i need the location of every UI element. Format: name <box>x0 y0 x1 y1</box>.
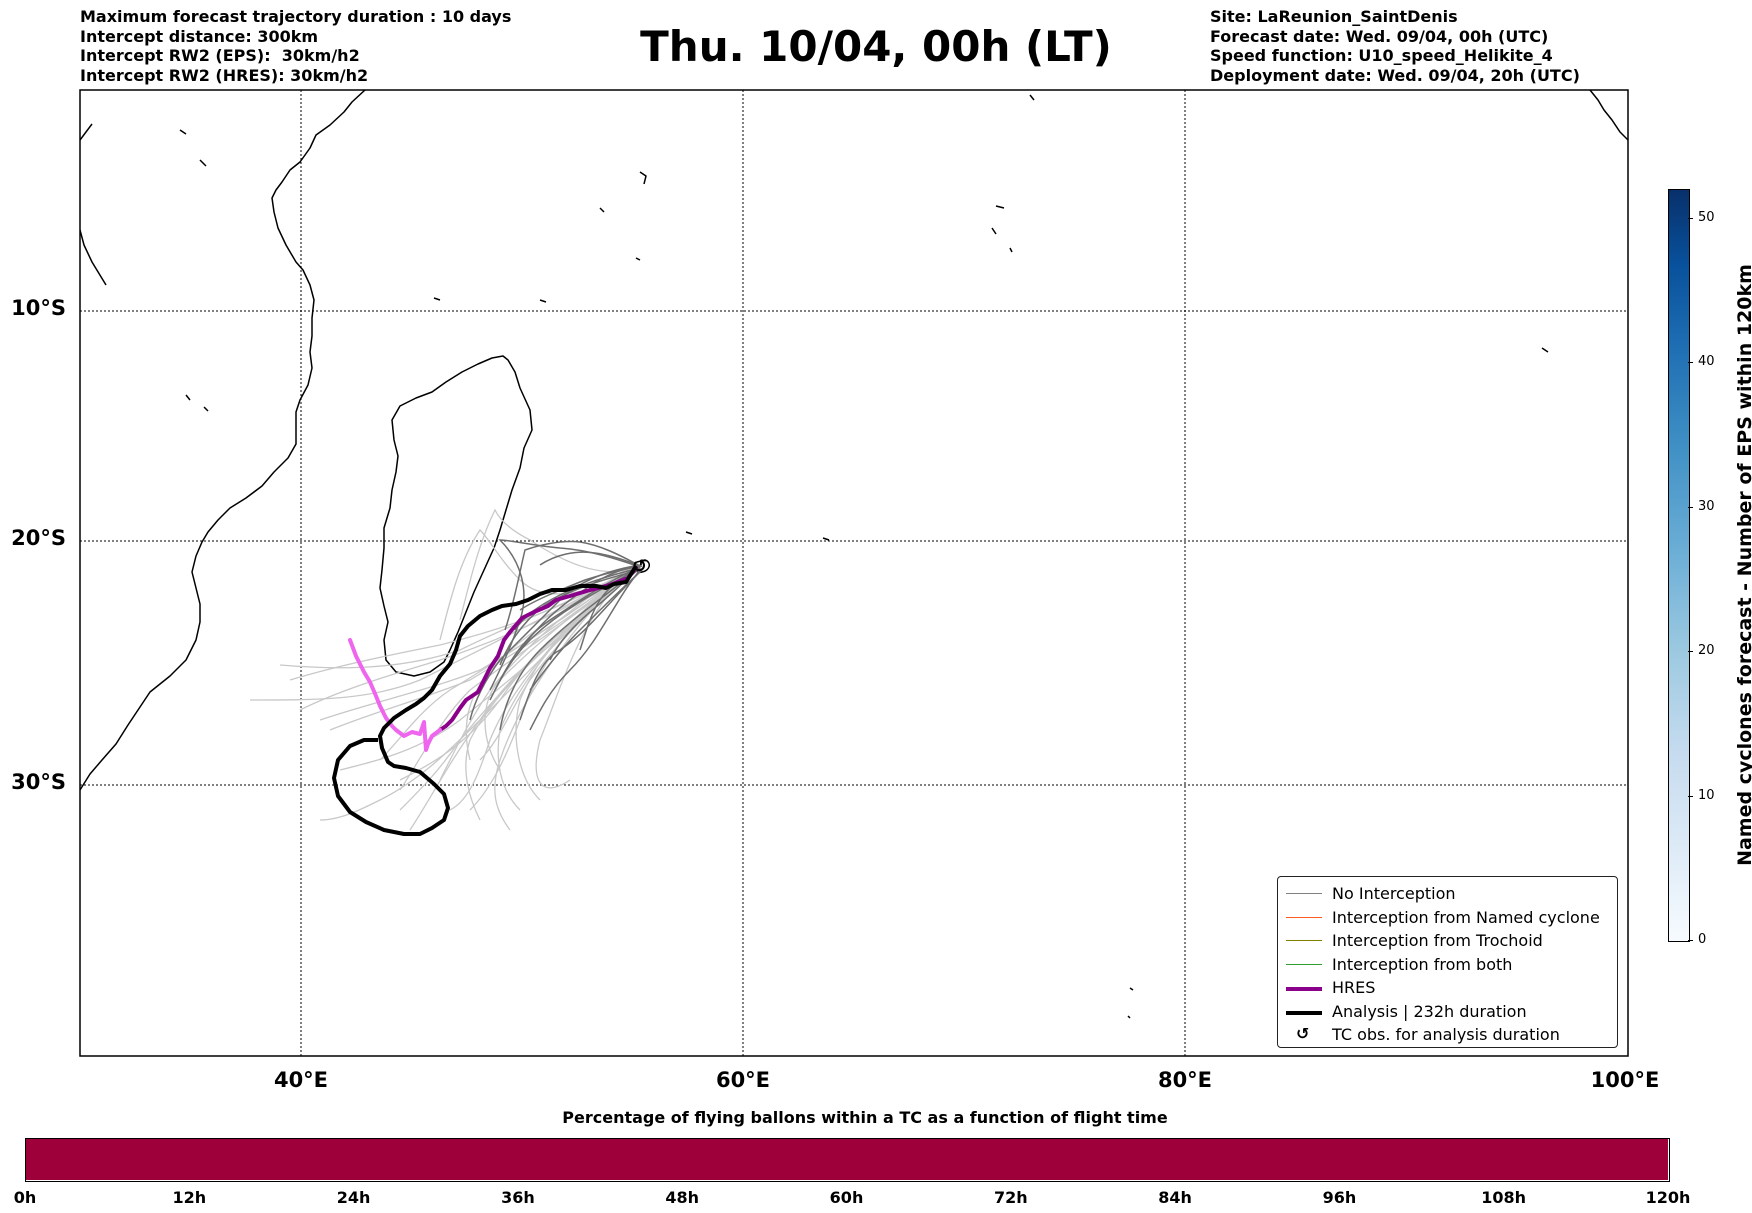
arabia-coast <box>80 123 107 286</box>
tc-obs-icon: ↺ <box>1296 1024 1310 1043</box>
lat-label-20s: 20°S <box>11 526 66 550</box>
legend-label: TC obs. for analysis duration <box>1332 1025 1560 1044</box>
info-line: Speed function: U10_speed_Helikite_4 <box>1210 46 1553 65</box>
seychelles <box>433 257 641 303</box>
legend-item-analysis: Analysis | 232h duration <box>1278 1001 1617 1023</box>
comoros <box>185 394 209 412</box>
cocos <box>1541 347 1549 353</box>
tc-obs-marker: ↺ <box>632 556 647 577</box>
timebar-tick-label: 12h <box>172 1188 207 1207</box>
saint-paul <box>1127 987 1134 1019</box>
lon-label-80e: 80°E <box>1157 1068 1213 1092</box>
lat-label-10s: 10°S <box>11 296 66 320</box>
info-line: Site: LaReunion_SaintDenis <box>1210 7 1458 26</box>
info-line: Forecast date: Wed. 09/04, 00h (UTC) <box>1210 26 1549 46</box>
legend-label: HRES <box>1332 978 1376 997</box>
lon-label-60e: 60°E <box>715 1068 771 1092</box>
timebar-title: Percentage of flying ballons within a TC… <box>562 1108 1168 1127</box>
timebar-tick-label: 120h <box>1645 1188 1691 1207</box>
timebar-tick-label: 108h <box>1481 1188 1527 1207</box>
legend-label: Analysis | 232h duration <box>1332 1001 1527 1021</box>
sumatra-corner <box>1589 90 1628 141</box>
colorbar <box>1668 189 1690 942</box>
info-line: Intercept RW2 (EPS): 30km/h2 <box>80 46 360 65</box>
legend-item-both: Interception from both <box>1278 954 1617 976</box>
coastlines <box>80 90 1628 1019</box>
timebar-tick-label: 96h <box>1322 1188 1357 1207</box>
info-line: Intercept RW2 (HRES): 30km/h2 <box>80 65 369 85</box>
legend-swatch <box>1286 963 1322 965</box>
africa-coastline <box>80 90 366 791</box>
lat-label-30s: 30°S <box>11 770 66 794</box>
chagos <box>991 205 1013 253</box>
somalia-islands <box>179 129 207 167</box>
analysis-trajectory <box>332 564 638 836</box>
legend-swatch <box>1286 893 1322 894</box>
legend-item-trochoid: Interception from Trochoid <box>1278 930 1617 952</box>
legend-swatch <box>1286 987 1322 991</box>
legend-item-tc-obs: ↺ TC obs. for analysis duration <box>1278 1024 1617 1046</box>
legend-label: No Interception <box>1332 884 1456 903</box>
legend-label: Interception from Trochoid <box>1332 931 1543 950</box>
info-line: Deployment date: Wed. 09/04, 20h (UTC) <box>1210 65 1580 85</box>
colorbar-label: Named cyclones forecast - Number of EPS … <box>1734 264 1752 866</box>
map-legend: No Interception Interception from Named … <box>1277 876 1618 1048</box>
mauritius <box>685 531 693 535</box>
timebar <box>25 1138 1670 1182</box>
timebar-fill <box>25 1138 1668 1180</box>
legend-label: Interception from Named cyclone <box>1332 907 1600 927</box>
page-title: Thu. 10/04, 00h (LT) <box>640 22 1112 71</box>
timebar-tick-label: 60h <box>829 1188 864 1207</box>
legend-item-named-cyclone: Interception from Named cyclone <box>1278 907 1617 929</box>
sri-lanka-tip <box>1029 94 1035 101</box>
legend-item-hres: HRES <box>1278 977 1617 999</box>
legend-swatch <box>1286 1010 1322 1015</box>
timebar-tick-label: 24h <box>336 1188 371 1207</box>
site-parameters: Site: LaReunion_SaintDenis Forecast date… <box>1210 7 1580 85</box>
timebar-tick-label: 0h <box>13 1188 37 1207</box>
legend-label: Interception from both <box>1332 954 1513 974</box>
madagascar-coastline <box>379 355 533 677</box>
timebar-tick-label: 36h <box>501 1188 535 1207</box>
info-line: Intercept distance: 300km <box>80 26 319 46</box>
legend-swatch <box>1286 916 1322 918</box>
legend-swatch <box>1286 940 1322 941</box>
timebar-tick-label: 72h <box>993 1188 1028 1207</box>
info-line: Maximum forecast trajectory duration : 1… <box>80 7 512 26</box>
lon-label-100e: 100°E <box>1590 1068 1660 1092</box>
gridlines <box>80 90 1628 1056</box>
legend-item-no-interception: No Interception <box>1278 883 1617 905</box>
timebar-tick-label: 84h <box>1158 1188 1192 1207</box>
hres-trajectory <box>348 566 638 752</box>
lon-label-40e: 40°E <box>273 1068 329 1092</box>
forecast-parameters: Maximum forecast trajectory duration : 1… <box>80 7 511 85</box>
map-frame <box>79 89 1629 1057</box>
rodrigues <box>822 537 830 541</box>
timebar-tick-label: 48h <box>665 1188 700 1207</box>
maldives <box>599 171 647 213</box>
